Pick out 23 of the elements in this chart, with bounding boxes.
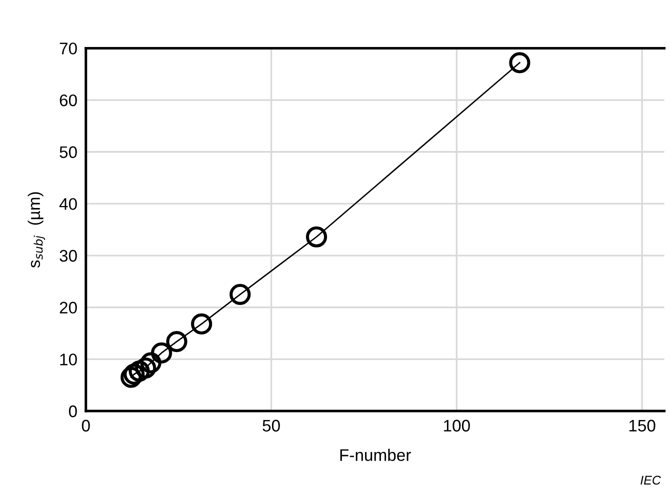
y-tick-label: 20 <box>60 302 77 314</box>
y-tick-label: 50 <box>60 146 77 158</box>
y-axis-title: s$_{subj}$ (µm) <box>28 192 46 268</box>
x-axis-title: F-number <box>340 448 411 462</box>
y-tick-label: 30 <box>60 250 77 262</box>
y-tick-label: 70 <box>60 42 77 54</box>
y-tick-label: 40 <box>59 198 77 210</box>
text: IEC <box>640 476 661 485</box>
x-tick-label: 150 <box>629 420 656 432</box>
point <box>128 360 150 382</box>
point <box>230 284 251 305</box>
point <box>509 52 530 74</box>
x-tick-label: 0 <box>82 420 90 432</box>
y-tick-label: 0 <box>68 405 77 418</box>
y-tick-label: 60 <box>60 94 77 106</box>
y-tick-label: 10 <box>60 354 77 366</box>
point <box>140 352 162 374</box>
x-tick-label: 100 <box>444 420 470 432</box>
x-tick-label: 50 <box>262 420 280 432</box>
point <box>150 342 172 364</box>
point <box>166 331 188 352</box>
point <box>306 226 328 248</box>
point <box>191 313 212 334</box>
